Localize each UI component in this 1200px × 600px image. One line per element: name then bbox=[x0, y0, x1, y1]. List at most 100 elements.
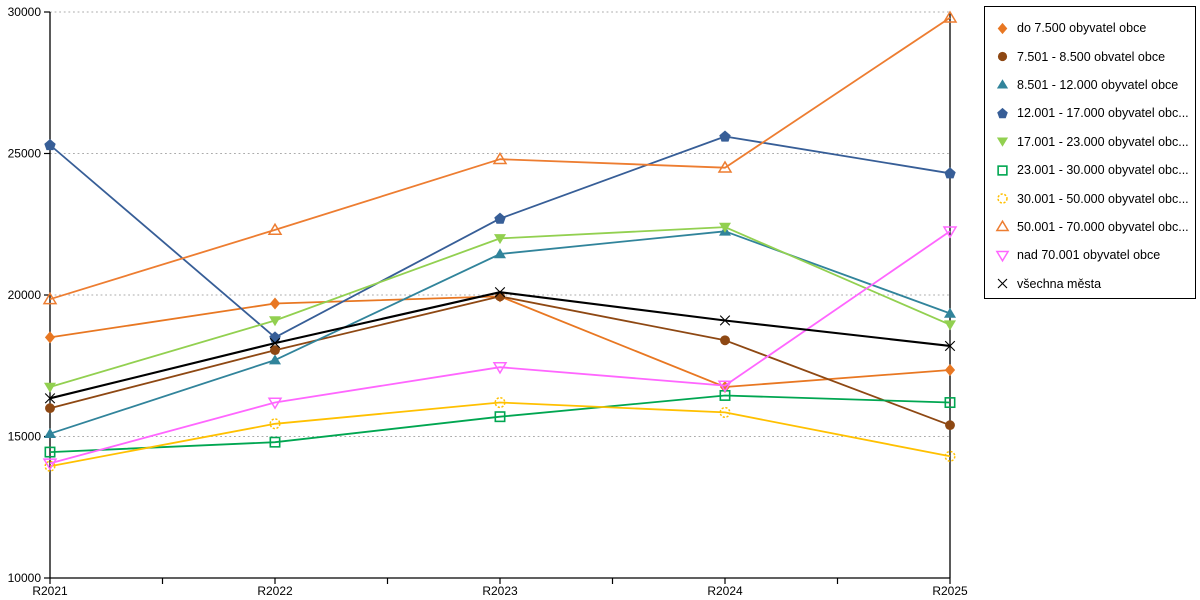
legend-item-label: 50.001 - 70.000 obyvatel obc... bbox=[1017, 219, 1189, 234]
legend-marker-icon bbox=[995, 250, 1010, 263]
legend-marker-icon bbox=[996, 137, 1009, 148]
legend-marker-icon bbox=[997, 193, 1008, 204]
data-point-marker bbox=[942, 226, 958, 239]
legend-marker-icon bbox=[997, 164, 1008, 176]
data-point-marker bbox=[719, 315, 731, 326]
series-0 bbox=[44, 290, 956, 393]
x-marker-stroke bbox=[997, 278, 1008, 289]
legend-marker-shape bbox=[997, 22, 1008, 34]
legend-item-label: nad 70.001 obyvatel obce bbox=[1017, 248, 1161, 263]
legend-item-label: 7.501 - 8.500 obvatel obce bbox=[1017, 49, 1166, 64]
x-marker-stroke bbox=[494, 286, 506, 298]
data-point-marker bbox=[269, 297, 281, 310]
series-line bbox=[49, 401, 951, 468]
legend: do 7.500 obyvatel obce 7.501 - 8.500 obva… bbox=[984, 6, 1196, 299]
series-1 bbox=[45, 291, 955, 431]
data-point-marker bbox=[269, 436, 281, 448]
legend-item: 12.001 - 17.000 obyvatel obc... bbox=[995, 99, 1191, 127]
legend-marker-shape bbox=[995, 220, 1010, 232]
legend-marker-icon bbox=[995, 220, 1010, 232]
y-tick-label: 15000 bbox=[8, 430, 42, 444]
data-point-marker bbox=[944, 320, 956, 331]
legend-item-label: 30.001 - 50.000 obyvatel obc... bbox=[1017, 191, 1189, 206]
x-marker-stroke bbox=[269, 337, 281, 349]
legend-marker-shape bbox=[997, 51, 1008, 62]
x-marker-stroke bbox=[44, 393, 56, 404]
data-point-marker bbox=[269, 337, 281, 349]
data-point-marker bbox=[944, 167, 956, 179]
data-point-marker bbox=[44, 382, 56, 393]
data-point-marker bbox=[269, 316, 281, 327]
legend-item: 7.501 - 8.500 obvatel obce bbox=[995, 42, 1191, 70]
x-tick-label: R2023 bbox=[482, 584, 518, 598]
data-point-marker bbox=[492, 152, 508, 165]
y-tick-label: 20000 bbox=[8, 288, 42, 302]
data-point-marker bbox=[944, 450, 956, 462]
data-point-marker bbox=[719, 222, 731, 233]
data-point-marker bbox=[944, 397, 956, 409]
legend-item: všechna města bbox=[995, 270, 1191, 298]
x-tick-label: R2024 bbox=[707, 584, 743, 598]
legend-marker-shape bbox=[996, 79, 1009, 89]
legend-marker-shape bbox=[997, 164, 1008, 176]
series-4 bbox=[44, 222, 956, 393]
data-point-marker bbox=[45, 403, 55, 414]
legend-marker-icon bbox=[996, 79, 1009, 89]
data-point-marker bbox=[944, 307, 956, 318]
legend-marker-shape bbox=[997, 193, 1008, 204]
data-point-marker bbox=[44, 428, 56, 438]
legend-item-label: do 7.500 obyvatel obce bbox=[1017, 21, 1147, 36]
series-line bbox=[49, 16, 951, 301]
data-point-marker bbox=[719, 130, 731, 142]
y-tick-label: 10000 bbox=[8, 571, 42, 585]
data-point-marker bbox=[717, 380, 733, 393]
data-point-marker bbox=[267, 397, 283, 410]
x-tick-label: R2022 bbox=[257, 584, 293, 598]
legend-item: do 7.500 obyvatel obce bbox=[995, 14, 1191, 42]
gridlines bbox=[50, 11, 950, 437]
series-5 bbox=[44, 389, 956, 458]
y-tick-label: 30000 bbox=[8, 5, 42, 19]
data-point-marker bbox=[269, 354, 281, 365]
data-point-marker bbox=[717, 160, 733, 173]
legend-marker-shape bbox=[995, 250, 1010, 263]
data-point-marker bbox=[44, 393, 56, 404]
legend-item-label: 8.501 - 12.000 obyvatel obce bbox=[1017, 77, 1179, 92]
data-point-marker bbox=[42, 292, 58, 305]
x-tick-label: R2021 bbox=[32, 584, 68, 598]
data-point-marker bbox=[494, 286, 506, 298]
data-point-marker bbox=[945, 420, 955, 431]
data-point-marker bbox=[942, 10, 958, 23]
series-9 bbox=[44, 286, 956, 404]
data-point-marker bbox=[42, 458, 58, 471]
data-point-marker bbox=[270, 345, 280, 356]
data-point-marker bbox=[494, 411, 506, 423]
legend-item: 30.001 - 50.000 obyvatel obc... bbox=[995, 184, 1191, 212]
legend-item-label: 12.001 - 17.000 obyvatel obc... bbox=[1017, 106, 1189, 121]
data-point-marker bbox=[44, 331, 56, 344]
legend-item: 23.001 - 30.000 obyvatel obc... bbox=[995, 156, 1191, 184]
legend-item: nad 70.001 obyvatel obce bbox=[995, 241, 1191, 269]
series-line bbox=[49, 295, 951, 427]
data-point-marker bbox=[492, 362, 508, 375]
legend-item: 50.001 - 70.000 obyvatel obc... bbox=[995, 213, 1191, 241]
data-point-marker bbox=[44, 139, 56, 151]
data-point-marker bbox=[269, 418, 281, 430]
legend-marker-shape bbox=[997, 107, 1008, 119]
data-point-marker bbox=[44, 446, 56, 458]
x-marker-stroke bbox=[719, 315, 731, 326]
legend-marker-icon bbox=[997, 51, 1008, 62]
legend-marker-shape bbox=[996, 137, 1009, 148]
series-8 bbox=[42, 226, 958, 471]
series-line bbox=[49, 291, 951, 400]
x-tick-label: R2025 bbox=[932, 584, 968, 598]
legend-item-label: 17.001 - 23.000 obyvatel obc... bbox=[1017, 134, 1189, 149]
data-point-marker bbox=[267, 222, 283, 235]
series-line bbox=[49, 394, 951, 453]
legend-marker-icon bbox=[997, 22, 1008, 34]
data-point-marker bbox=[719, 406, 731, 418]
legend-item: 17.001 - 23.000 obyvatel obc... bbox=[995, 128, 1191, 156]
legend-item-label: 23.001 - 30.000 obyvatel obc... bbox=[1017, 163, 1189, 178]
